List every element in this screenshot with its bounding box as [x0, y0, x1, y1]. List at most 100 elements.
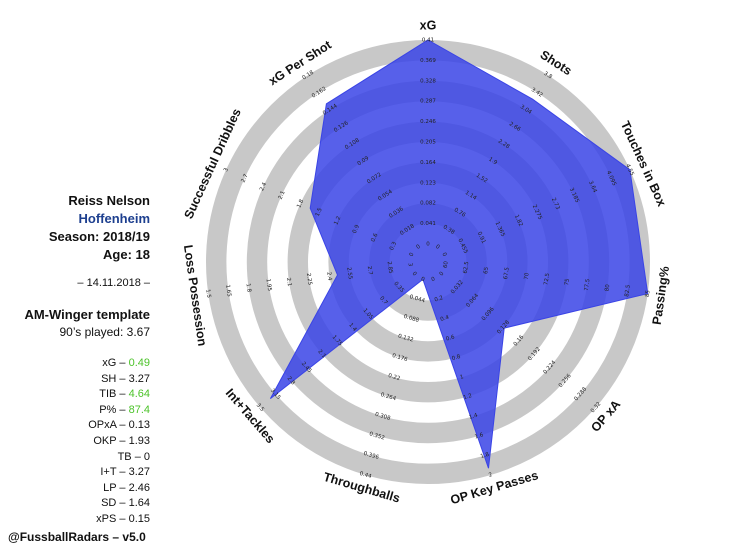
radar-tick-label: 0.308: [374, 412, 391, 422]
radar-tick-label: 0: [440, 252, 447, 258]
radar-tick-label: 82.5: [624, 284, 632, 297]
stat-row: I+T – 3.27: [88, 465, 150, 481]
report-date: – 14.11.2018 –: [77, 277, 150, 289]
radar-tick-label: 3: [223, 167, 230, 173]
stat-label: OKP –: [93, 434, 129, 447]
stat-label: LP –: [103, 481, 129, 494]
radar-tick-label: 0.164: [420, 160, 436, 166]
player-age: Age: 18: [103, 247, 150, 262]
radar-tick-label: 1.14: [464, 190, 478, 202]
radar-tick-label: 0: [420, 276, 426, 283]
radar-tick-label: 2.1: [285, 277, 292, 287]
radar-tick-label: 62.5: [463, 261, 471, 274]
stat-label: TB –: [117, 450, 144, 463]
radar-tick-label: 1.2: [333, 216, 342, 226]
radar-tick-label: 1.5: [315, 207, 324, 218]
stat-label: xG –: [102, 357, 129, 369]
radar-tick-label: 0.176: [391, 353, 408, 363]
radar-tick-label: 1.52: [475, 173, 489, 185]
stat-row: OKP – 1.93: [88, 434, 150, 450]
radar-tick-label: 4.55: [624, 163, 635, 177]
radar-axis-label: xG: [420, 18, 437, 32]
stat-value: 1.64: [128, 497, 150, 510]
radar-tick-label: 77.5: [584, 278, 592, 291]
radar-tick-label: 0.22: [387, 373, 400, 382]
radar-tick-label: 72.5: [543, 272, 551, 285]
radar-tick-label: 0.369: [420, 58, 436, 64]
radar-tick-label: 0.7: [378, 296, 389, 307]
radar-tick-label: 0.41: [422, 38, 434, 44]
radar-tick-label: 2.1: [278, 190, 287, 200]
stat-row: xG – 0.49: [88, 356, 150, 372]
radar-tick-label: 1.4: [347, 322, 358, 333]
radar-tick-label: 1.95: [264, 278, 272, 291]
radar-axis-label: Passing%: [650, 265, 672, 325]
radar-tick-label: 0: [431, 276, 437, 283]
radar-tick-label: 0.132: [397, 333, 414, 343]
radar-tick-label: 1.65: [224, 284, 232, 297]
radar-tick-label: 60: [443, 260, 450, 268]
stat-label: TIB –: [99, 388, 129, 401]
radar-tick-label: 2.4: [325, 272, 332, 282]
radar-tick-label: 0.6: [445, 334, 456, 342]
radar-tick-label: 3: [406, 263, 413, 268]
radar-tick-label: 2.73: [550, 197, 561, 211]
stat-value: 3.27: [128, 372, 150, 385]
radar-tick-label: 0.088: [403, 314, 420, 324]
stat-value: 0.15: [128, 512, 150, 525]
radar-tick-label: 1.6: [474, 432, 485, 440]
stat-value: 0: [143, 450, 150, 463]
radar-tick-label: 3.42: [530, 87, 544, 99]
radar-tick-label: 0.205: [420, 140, 436, 146]
radar-tick-label: 0.2: [434, 295, 444, 303]
radar-tick-label: 0: [426, 242, 430, 248]
radar-tick-label: 0: [411, 271, 418, 278]
stat-value: 0.13: [128, 419, 150, 432]
stat-value: 0.49: [128, 357, 150, 369]
radar-tick-label: 67.5: [503, 266, 511, 279]
radar-tick-label: 2.4: [259, 181, 268, 192]
radar-tick-label: 3.64: [587, 180, 598, 194]
radar-tick-label: 0.8: [451, 354, 462, 362]
radar-tick-label: 0.09: [357, 155, 371, 167]
stat-label: SH –: [101, 372, 129, 385]
credit-text: @FussballRadars – v5.0: [8, 530, 146, 544]
stat-row: SH – 3.27: [88, 372, 150, 388]
radar-tick-label: 0.3: [389, 241, 398, 252]
radar-tick-label: 1.5: [204, 289, 211, 299]
radar-tick-label: 0: [434, 244, 441, 251]
stat-row: SD – 1.64: [88, 496, 150, 512]
stat-label: xPS –: [96, 512, 129, 525]
stat-row: P% – 87.4: [88, 403, 150, 419]
radar-tick-label: 2.55: [345, 267, 353, 280]
radar-polygon: [269, 39, 649, 469]
radar-tick-label: 0.246: [420, 119, 436, 125]
radar-tick-label: 0.041: [420, 221, 436, 227]
player-club: Hoffenheim: [78, 211, 151, 226]
radar-tick-label: 3.04: [519, 104, 533, 116]
radar-tick-label: 0: [409, 251, 416, 257]
radar-tick-label: 2.66: [508, 121, 522, 133]
radar-tick-label: 85: [645, 289, 652, 297]
stat-value: 4.64: [128, 388, 150, 401]
stat-row: OPxA – 0.13: [88, 418, 150, 434]
stat-value: 1.93: [128, 434, 150, 447]
radar-tick-label: 0.264: [380, 392, 397, 402]
radar-tick-label: 65: [483, 266, 490, 274]
radar-tick-label: 0.44: [359, 471, 373, 480]
radar-tick-label: 2.25: [305, 273, 313, 286]
radar-tick-label: 2.85: [386, 261, 394, 274]
radar-tick-label: 80: [604, 283, 611, 291]
stat-label: OPxA –: [88, 419, 129, 432]
radar-tick-label: 75: [564, 278, 571, 286]
radar-tick-label: 2.7: [241, 173, 250, 184]
player-season: Season: 2018/19: [48, 229, 150, 244]
radar-tick-label: 1.9: [487, 157, 498, 167]
radar-tick-label: 0.4: [440, 315, 451, 323]
stats-list: xG – 0.49 SH – 3.27 TIB – 4.64 P% – 87.4…: [88, 356, 150, 528]
radar-tick-label: 0.6: [370, 232, 379, 243]
radar-tick-label: 0.287: [420, 99, 436, 105]
radar-tick-label: 2.7: [366, 266, 373, 276]
radar-tick-label: 0: [415, 244, 422, 251]
